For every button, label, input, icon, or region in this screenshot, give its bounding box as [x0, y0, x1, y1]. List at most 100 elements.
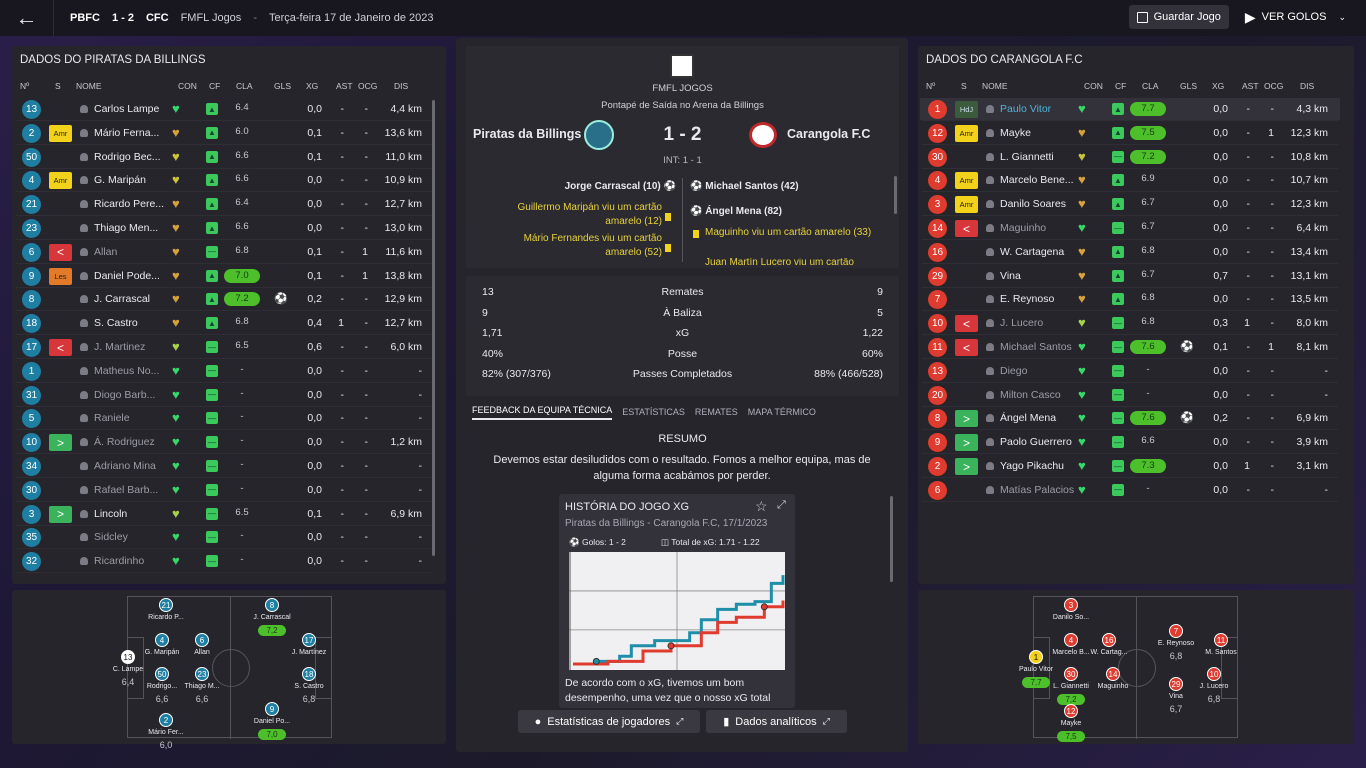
home-team-name[interactable]: Piratas da Billings — [473, 127, 582, 141]
pitch-player-marker[interactable]: 7 — [1169, 624, 1183, 638]
pitch-player-marker[interactable]: 23 — [195, 667, 209, 681]
analytics-button[interactable]: ▮ Dados analíticos ⤢ — [706, 710, 847, 733]
player-name[interactable]: S. Castro — [80, 317, 170, 329]
pitch-player-marker[interactable]: 29 — [1169, 677, 1183, 691]
feedback-scrollbar[interactable] — [890, 496, 893, 582]
pitch-player-marker[interactable]: 13 — [121, 650, 135, 664]
player-name[interactable]: Paolo Guerrero — [986, 436, 1076, 448]
tab-statistics[interactable]: ESTATÍSTICAS — [622, 407, 685, 417]
column-header[interactable]: S — [55, 81, 61, 91]
pitch-player-marker[interactable]: 16 — [1102, 633, 1116, 647]
player-name[interactable]: Mário Ferna... — [80, 127, 170, 139]
home-scrollbar[interactable] — [432, 100, 435, 556]
pitch-player-marker[interactable]: 6 — [195, 633, 209, 647]
player-name[interactable]: Milton Casco — [986, 389, 1076, 401]
pitch-player-marker[interactable]: 9 — [265, 702, 279, 716]
player-name[interactable]: L. Giannetti — [986, 151, 1076, 163]
away-goal-event-2: ⚽ Ángel Mena (82) — [690, 206, 782, 217]
away-team-name[interactable]: Carangola F.C — [787, 127, 871, 141]
column-header[interactable]: OCG — [1264, 81, 1284, 91]
column-header[interactable]: DIS — [1300, 81, 1315, 91]
pitch-player-marker[interactable]: 17 — [302, 633, 316, 647]
player-name[interactable]: J. Lucero — [986, 317, 1076, 329]
view-goals-button[interactable]: ▶ VER GOLOS ⌄ — [1237, 5, 1354, 29]
pitch-player-marker[interactable]: 12 — [1064, 704, 1078, 718]
column-header[interactable]: XG — [1212, 81, 1225, 91]
column-header[interactable]: AST — [336, 81, 353, 91]
pitch-player-marker[interactable]: 21 — [159, 598, 173, 612]
player-name[interactable]: Mayke — [986, 127, 1076, 139]
player-name[interactable]: Rodrigo Bec... — [80, 151, 170, 163]
pitch-player-marker[interactable]: 1 — [1029, 650, 1043, 664]
player-name[interactable]: Adriano Mina — [80, 460, 170, 472]
column-header[interactable]: DIS — [394, 81, 409, 91]
player-name[interactable]: Raniele — [80, 412, 170, 424]
tab-heatmap[interactable]: MAPA TÉRMICO — [747, 407, 816, 417]
player-name[interactable]: G. Maripán — [80, 174, 170, 186]
column-header[interactable]: NOME — [76, 81, 102, 91]
column-header[interactable]: Nº — [20, 81, 30, 91]
player-name[interactable]: Maguinho — [986, 222, 1076, 234]
pitch-player-marker[interactable]: 2 — [159, 713, 173, 727]
player-name[interactable]: Ricardinho — [80, 555, 170, 567]
pitch-player-marker[interactable]: 8 — [265, 598, 279, 612]
player-name[interactable]: Matheus No... — [80, 365, 170, 377]
column-header[interactable]: Nº — [926, 81, 936, 91]
pitch-player-marker[interactable]: 4 — [1064, 633, 1078, 647]
competition[interactable]: FMFL Jogos — [180, 12, 242, 24]
pitch-player-marker[interactable]: 50 — [155, 667, 169, 681]
player-name[interactable]: Diego — [986, 365, 1076, 377]
save-game-button[interactable]: Guardar Jogo — [1128, 5, 1229, 29]
events-scrollbar[interactable] — [894, 176, 897, 214]
column-header[interactable]: NOME — [982, 81, 1008, 91]
tab-feedback[interactable]: FEEDBACK DA EQUIPA TÉCNICA — [472, 405, 613, 420]
player-name[interactable]: W. Cartagena — [986, 246, 1076, 258]
column-header[interactable]: OCG — [358, 81, 378, 91]
pitch-player-marker[interactable]: 18 — [302, 667, 316, 681]
player-name[interactable]: Rafael Barb... — [80, 484, 170, 496]
pitch-player-marker[interactable]: 30 — [1064, 667, 1078, 681]
star-icon[interactable]: ☆ — [755, 498, 768, 514]
column-header[interactable]: S — [961, 81, 967, 91]
player-name[interactable]: Lincoln — [80, 508, 170, 520]
player-name[interactable]: Paulo Vitor — [986, 103, 1076, 115]
column-header[interactable]: GLS — [274, 81, 292, 91]
column-header[interactable]: XG — [306, 81, 319, 91]
sub-in-icon: > — [955, 410, 978, 428]
player-name[interactable]: Ángel Mena — [986, 412, 1076, 424]
column-header[interactable]: CON — [1084, 81, 1103, 91]
pitch-player-marker[interactable]: 4 — [155, 633, 169, 647]
player-name[interactable]: Daniel Pode... — [80, 270, 170, 282]
player-name[interactable]: Á. Rodriguez — [80, 436, 170, 448]
column-header[interactable]: CLA — [1142, 81, 1159, 91]
expand-icon[interactable]: ⤢ — [777, 499, 786, 511]
player-name[interactable]: J. Carrascal — [80, 293, 170, 305]
player-name[interactable]: Michael Santos — [986, 341, 1076, 353]
player-name[interactable]: Carlos Lampe — [80, 103, 170, 115]
player-name[interactable]: Diogo Barb... — [80, 389, 170, 401]
player-name[interactable]: Ricardo Pere... — [80, 198, 170, 210]
player-name[interactable]: Vina — [986, 270, 1076, 282]
column-header[interactable]: AST — [1242, 81, 1259, 91]
column-header[interactable]: CF — [209, 81, 221, 91]
column-header[interactable]: CON — [178, 81, 197, 91]
player-name[interactable]: Danilo Soares — [986, 198, 1076, 210]
player-name[interactable]: J. Martinez — [80, 341, 170, 353]
player-name[interactable]: Sidcley — [80, 531, 170, 543]
player-stats-button[interactable]: ● Estatísticas de jogadores ⤢ — [518, 710, 700, 733]
player-name[interactable]: E. Reynoso — [986, 293, 1076, 305]
back-arrow-icon[interactable]: ← — [0, 0, 54, 36]
pitch-player-marker[interactable]: 10 — [1207, 667, 1221, 681]
player-name[interactable]: Matías Palacios — [986, 484, 1076, 496]
player-name[interactable]: Thiago Men... — [80, 222, 170, 234]
tab-shots[interactable]: REMATES — [694, 407, 738, 417]
column-header[interactable]: CLA — [236, 81, 253, 91]
player-name[interactable]: Yago Pikachu — [986, 460, 1076, 472]
player-name[interactable]: Marcelo Bene... — [986, 174, 1076, 186]
column-header[interactable]: GLS — [1180, 81, 1198, 91]
pitch-player-marker[interactable]: 14 — [1106, 667, 1120, 681]
player-name[interactable]: Allan — [80, 246, 170, 258]
pitch-player-marker[interactable]: 3 — [1064, 598, 1078, 612]
pitch-player-marker[interactable]: 11 — [1214, 633, 1228, 647]
column-header[interactable]: CF — [1115, 81, 1127, 91]
